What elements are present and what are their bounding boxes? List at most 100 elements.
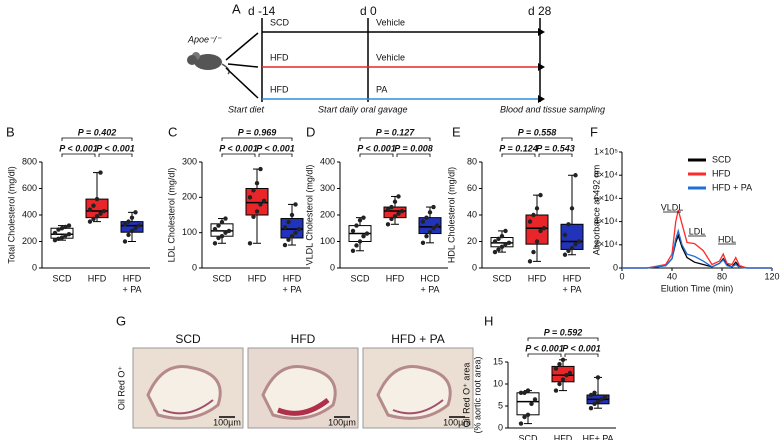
data-point (247, 195, 253, 200)
data-point (431, 204, 436, 210)
data-point (595, 399, 601, 404)
bracket (221, 153, 256, 157)
treatment: Vehicle (376, 17, 405, 27)
peak-label: LDL (689, 226, 706, 236)
y-tick-label: 300 (320, 183, 335, 193)
x-tick-label: 120 (764, 271, 779, 281)
data-point (361, 234, 366, 239)
x-tick-label: + PA (562, 284, 581, 294)
data-point (129, 215, 135, 220)
data-point (293, 202, 298, 207)
y-tick-label: 40 (467, 209, 477, 219)
data-point (357, 239, 363, 244)
y-axis-label: HDL Cholesterol (mg/dl) (446, 167, 456, 263)
data-point (354, 243, 359, 248)
panel-label: E (452, 124, 461, 139)
panel-label: G (116, 313, 126, 328)
data-point (588, 392, 594, 398)
data-point (427, 210, 433, 215)
data-point (566, 222, 571, 227)
data-point (63, 233, 68, 238)
line (622, 228, 772, 269)
strain: Apoe⁻/⁻ (187, 34, 222, 44)
diet: SCD (270, 17, 290, 27)
data-point (492, 249, 498, 255)
bracket (527, 353, 562, 357)
data-point (286, 219, 291, 225)
x-tick-label: SCD (518, 433, 538, 440)
data-point (94, 196, 100, 202)
legend-label: SCD (712, 154, 732, 164)
bracket (258, 153, 293, 157)
data-point (532, 397, 538, 402)
x-tick-label: + PA (420, 284, 439, 294)
data-point (560, 377, 566, 382)
y-axis-label: Absorbance at 492 nm (591, 165, 601, 256)
data-point (525, 412, 531, 417)
x-tick-label: SCD (52, 273, 72, 283)
p-value: P < 0.001 (256, 143, 294, 153)
data-point (289, 234, 295, 239)
data-point (87, 207, 93, 212)
bracket (564, 353, 599, 357)
y-tick-label: 400 (320, 156, 335, 166)
bracket (98, 153, 133, 157)
y-tick-label: 0 (472, 262, 477, 272)
bracket (538, 153, 573, 157)
data-point (87, 219, 93, 224)
x-axis-label: Elution Time (min) (661, 283, 734, 293)
phase: Start daily oral gavage (318, 104, 408, 114)
data-point (522, 414, 527, 420)
mouse-icon (187, 52, 230, 75)
line (622, 233, 772, 269)
data-point (350, 228, 356, 234)
data-point (126, 232, 131, 238)
data-point (212, 241, 218, 246)
panel-label: A (232, 1, 241, 16)
data-point (98, 170, 103, 175)
data-point (427, 230, 433, 235)
data-point (531, 212, 536, 218)
data-point (126, 219, 131, 224)
phase: Blood and tissue sampling (500, 104, 605, 114)
data-point (566, 248, 571, 253)
data-point (59, 235, 65, 240)
panel-label: D (306, 124, 315, 139)
data-point (592, 401, 597, 406)
p-value: P = 0.543 (536, 143, 574, 153)
y-tick-label: 0 (192, 262, 197, 272)
stain (277, 398, 330, 416)
data-point (506, 240, 512, 246)
data-point (286, 237, 291, 242)
y-tick-label: 20 (467, 236, 477, 246)
data-point (52, 237, 58, 243)
y-tick-label: 100 (320, 236, 335, 246)
phase: Start diet (228, 104, 265, 114)
data-point (531, 249, 536, 255)
data-point (562, 252, 568, 257)
data-point (420, 240, 426, 246)
y-tick-label: 0 (498, 422, 503, 432)
x-tick-label: HFD (563, 273, 582, 283)
x-tick-label: SCD (492, 273, 512, 283)
data-point (136, 223, 142, 228)
p-value: P = 0.402 (78, 127, 116, 137)
y-tick-label: 60 (467, 183, 477, 193)
bracket (221, 137, 293, 141)
x-tick-label: HFD (88, 273, 107, 283)
data-point (282, 225, 288, 230)
data-point (525, 388, 531, 393)
image-title: HFD + PA (391, 332, 444, 346)
x-tick-label: 40 (667, 271, 677, 281)
p-value: P < 0.001 (357, 143, 395, 153)
panel-label: B (6, 124, 15, 139)
data-point (212, 226, 218, 232)
data-point (562, 232, 568, 238)
data-point (557, 381, 562, 387)
p-value: P < 0.001 (96, 143, 134, 153)
data-point (499, 234, 505, 239)
p-value: P < 0.001 (59, 143, 97, 153)
data-point (63, 224, 68, 230)
bracket (527, 337, 599, 341)
data-point (385, 222, 391, 227)
